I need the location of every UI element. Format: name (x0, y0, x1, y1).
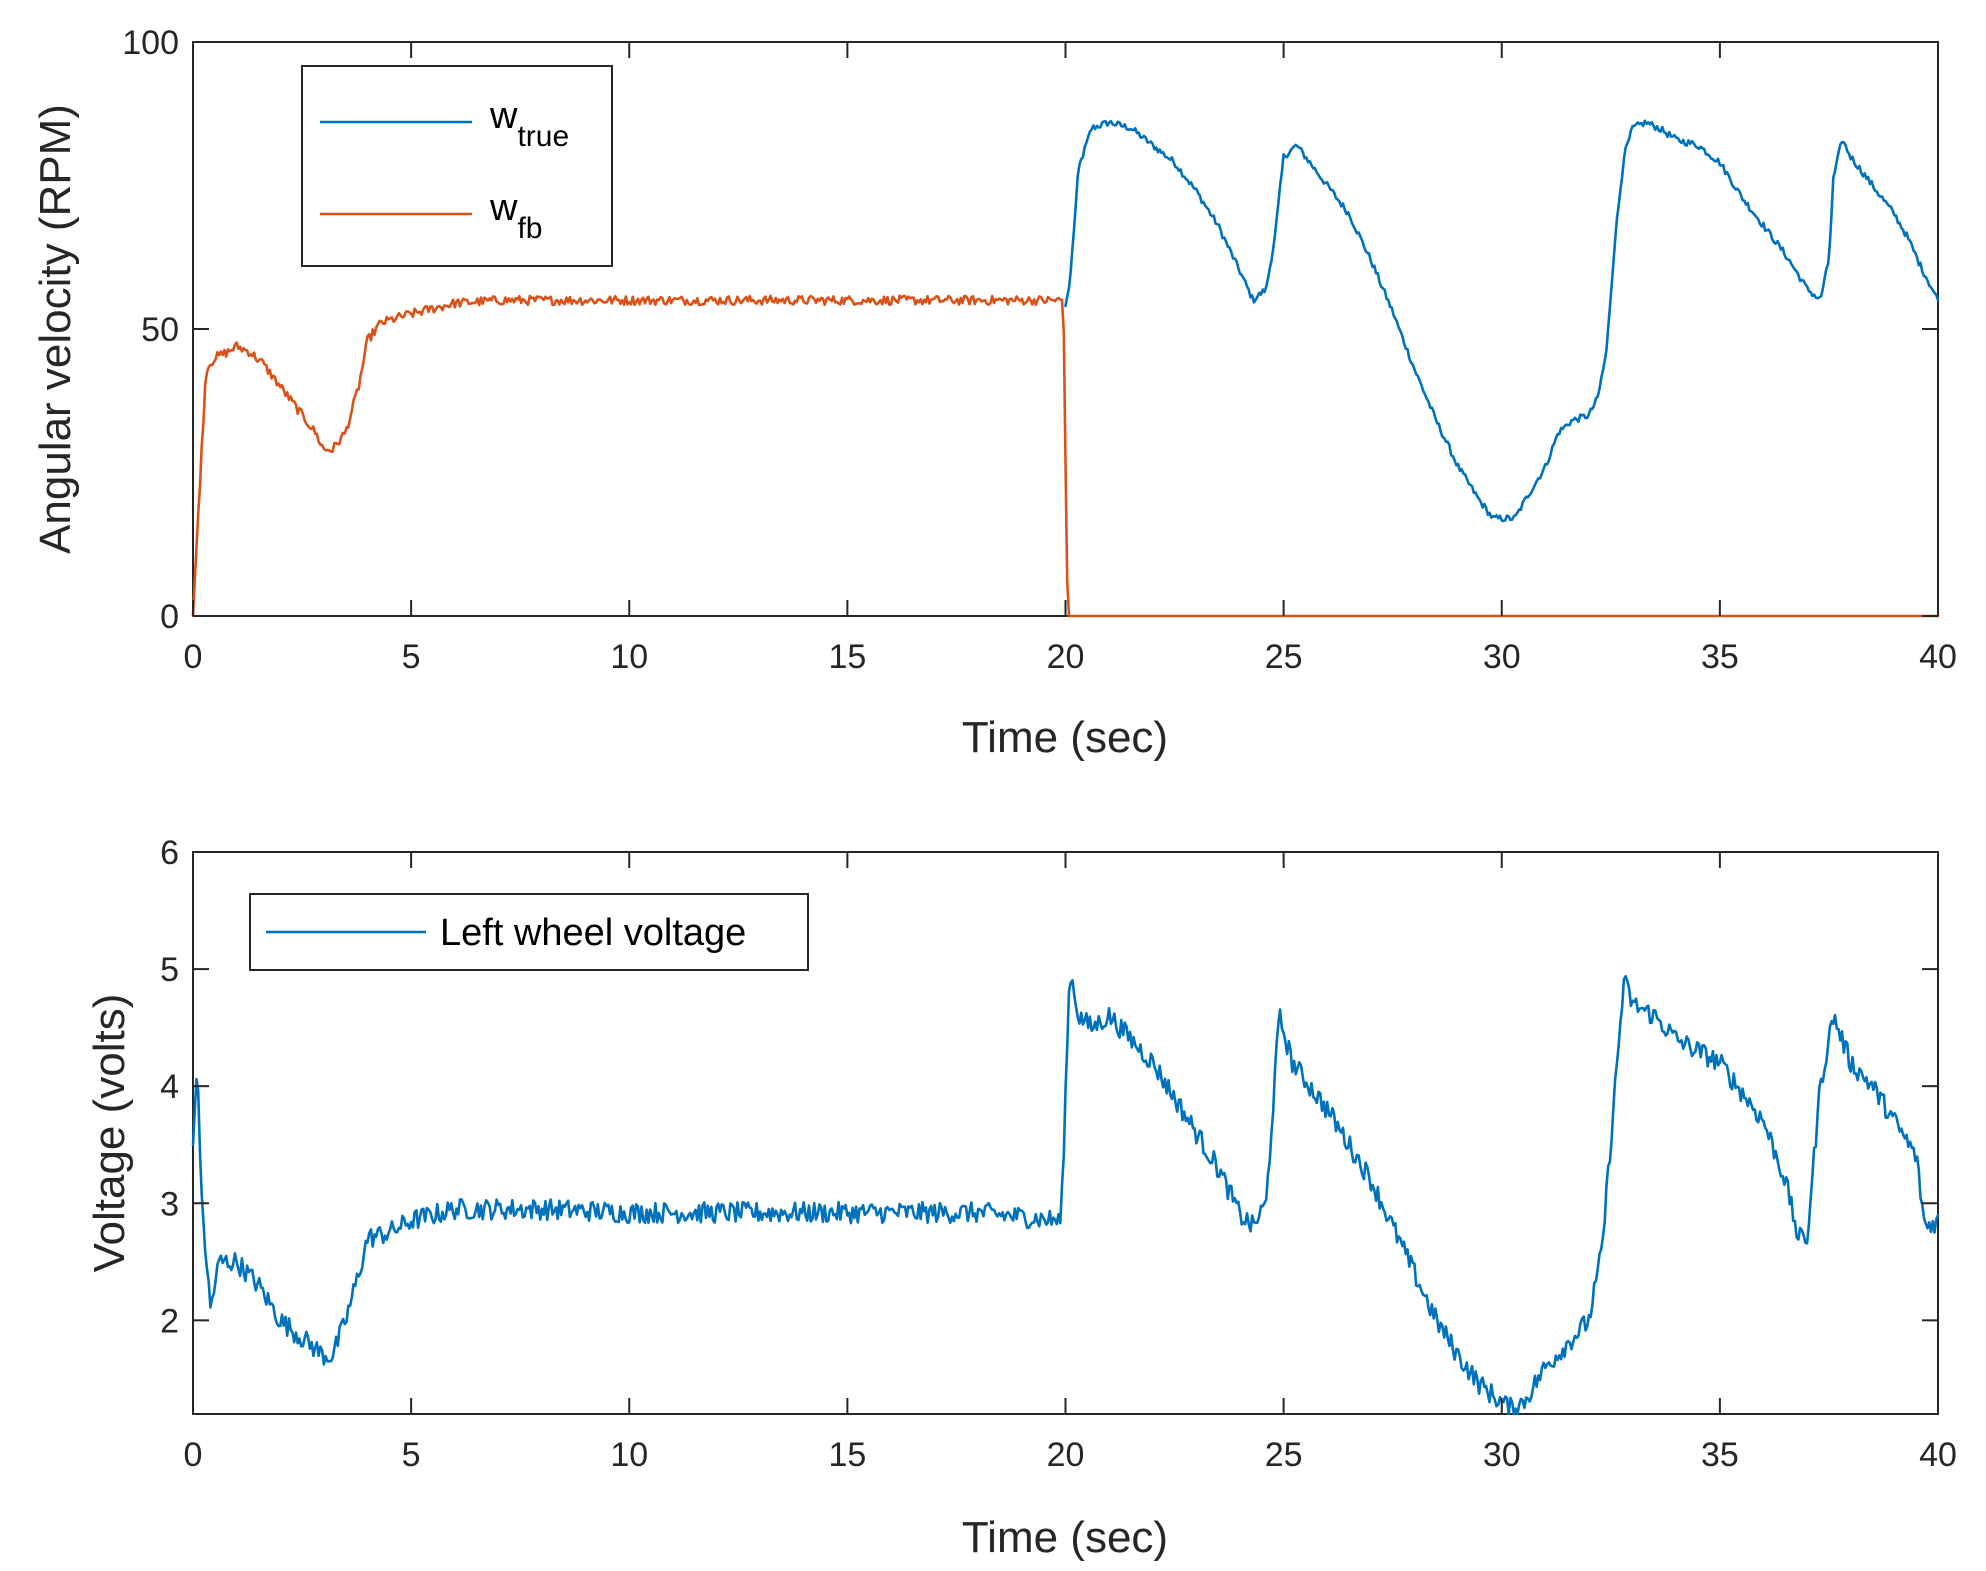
legend-label-w-true: wtrue (489, 95, 569, 153)
x-tick-label-top-0: 0 (184, 638, 203, 676)
x-tick-label-bottom-25: 25 (1265, 1436, 1303, 1474)
series-line-w-true (1064, 119, 1940, 523)
x-tick-label-top-40: 40 (1919, 638, 1957, 676)
legend-box-top (301, 65, 613, 267)
series-group-top (191, 119, 1940, 618)
y-tick-label-top-0: 0 (160, 598, 179, 636)
y-tick-label-bottom-6: 6 (160, 834, 179, 872)
series-line-w-fb (191, 294, 1940, 618)
x-tick-label-top-25: 25 (1265, 638, 1303, 676)
y-tick-label-bottom-2: 2 (160, 1302, 179, 1340)
x-tick-label-bottom-30: 30 (1483, 1436, 1521, 1474)
legend-label-w-fb: wfb (489, 187, 542, 245)
angular-velocity-chart: 0 5 10 15 20 25 30 35 40 0 50 100 Time (sec) Angula… (31, 24, 1957, 762)
x-tick-label-bottom-5: 5 (402, 1436, 421, 1474)
y-tick-label-bottom-3: 3 (160, 1185, 179, 1223)
y-tick-label-top-100: 100 (122, 24, 179, 62)
series-line-left-wheel-voltage (191, 974, 1940, 1416)
y-tick-label-bottom-5: 5 (160, 951, 179, 989)
legend-base-w-fb: w (489, 187, 518, 229)
legend-sub-w-fb: fb (517, 212, 542, 245)
x-tick-label-bottom-10: 10 (610, 1436, 648, 1474)
legend-base-w-true: w (489, 95, 518, 137)
tick-group-top: 0 5 10 15 20 25 30 35 40 0 50 100 (122, 24, 1957, 676)
x-tick-label-top-15: 15 (828, 638, 866, 676)
x-tick-label-bottom-35: 35 (1701, 1436, 1739, 1474)
x-tick-label-bottom-20: 20 (1047, 1436, 1085, 1474)
legend-top: wtrue wfb (301, 65, 613, 267)
legend-label-left-wheel-voltage: Left wheel voltage (440, 912, 746, 954)
x-tick-label-top-20: 20 (1047, 638, 1085, 676)
series-group-bottom (191, 974, 1940, 1416)
y-axis-title-bottom: Voltage (volts) (85, 994, 134, 1273)
y-tick-label-bottom-4: 4 (160, 1068, 179, 1106)
x-tick-label-top-30: 30 (1483, 638, 1521, 676)
x-tick-label-top-5: 5 (402, 638, 421, 676)
legend-sub-w-true: true (517, 120, 569, 153)
x-tick-label-bottom-15: 15 (828, 1436, 866, 1474)
x-tick-label-top-35: 35 (1701, 638, 1739, 676)
x-tick-label-top-10: 10 (610, 638, 648, 676)
x-tick-label-bottom-40: 40 (1919, 1436, 1957, 1474)
legend-bottom: Left wheel voltage (249, 893, 809, 971)
tick-group-bottom: 0 5 10 15 20 25 30 35 40 2 3 4 5 6 (160, 834, 1957, 1474)
x-axis-title-bottom: Time (sec) (962, 1513, 1168, 1562)
x-tick-label-bottom-0: 0 (184, 1436, 203, 1474)
y-tick-label-top-50: 50 (141, 311, 179, 349)
x-axis-title-top: Time (sec) (962, 713, 1168, 762)
voltage-chart: 0 5 10 15 20 25 30 35 40 2 3 4 5 6 Time (sec) Voltage… (85, 834, 1957, 1562)
y-axis-title-top: Angular velocity (RPM) (31, 104, 80, 554)
